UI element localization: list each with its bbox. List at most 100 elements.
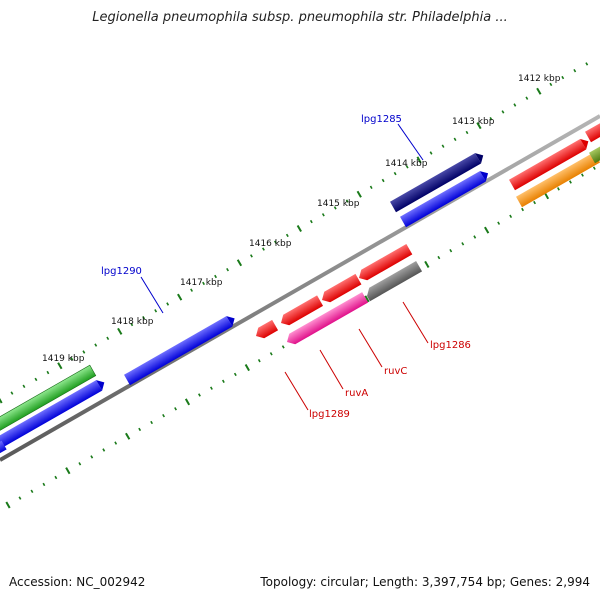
scale-tick	[244, 364, 250, 372]
gene-lpg1290[interactable]	[124, 313, 238, 386]
scale-tick	[184, 398, 191, 406]
scale-tick	[509, 214, 513, 218]
scale-tick	[250, 254, 253, 258]
scale-tick	[476, 122, 482, 130]
scale-tick	[484, 226, 490, 234]
scale-tick	[569, 180, 572, 184]
gene-label-ruvC[interactable]: ruvC	[384, 366, 407, 377]
gene-gray[interactable]	[364, 260, 423, 302]
scale-tick	[557, 187, 560, 191]
scale-tick	[592, 166, 596, 170]
scale-tick	[114, 441, 118, 445]
gene-blue-left[interactable]	[0, 377, 107, 451]
scale-tick	[309, 219, 313, 224]
scale-tick	[190, 288, 193, 292]
forward-tick-track	[0, 62, 589, 404]
scale-tick	[489, 117, 493, 121]
scale-tick	[54, 475, 58, 480]
scale-tick	[94, 343, 98, 347]
scale-tick	[585, 62, 589, 66]
scale-tick	[166, 302, 170, 306]
scale-tick	[202, 281, 205, 286]
scale-tick	[274, 240, 277, 244]
scale-tick	[333, 206, 337, 210]
scale-tick	[424, 260, 430, 268]
gene-green[interactable]	[0, 364, 97, 441]
scale-tick	[22, 384, 26, 388]
gene-ruvC[interactable]	[319, 273, 362, 305]
scale-tick	[82, 350, 86, 354]
scale-tick	[513, 103, 517, 107]
scale-tick	[5, 501, 11, 509]
genome-summary: Topology: circular; Length: 3,397,754 bp…	[260, 575, 590, 589]
scale-tick	[18, 496, 22, 500]
scale-tick	[393, 171, 397, 176]
gene-pink[interactable]	[284, 292, 369, 347]
scale-tick	[497, 221, 501, 225]
scale-tick	[561, 75, 565, 80]
scale-tick	[449, 249, 453, 253]
scale-tick	[525, 96, 529, 100]
gene-ruvA[interactable]	[278, 295, 324, 328]
scale-tick	[369, 185, 373, 189]
scale-tick	[473, 235, 477, 239]
scale-tick	[130, 322, 134, 327]
gene-lpg1286[interactable]	[356, 243, 413, 283]
scale-label-1413: 1413 kbp	[452, 117, 495, 127]
scale-tick	[46, 370, 50, 375]
scale-tick	[437, 255, 441, 260]
scale-label-1418: 1418 kbp	[111, 317, 154, 327]
scale-tick	[117, 327, 123, 335]
scale-tick	[70, 357, 74, 361]
scale-tick	[150, 420, 154, 425]
scale-tick	[154, 309, 158, 313]
scale-tick	[501, 110, 505, 114]
scale-tick	[429, 151, 433, 155]
gene-red-right[interactable]	[509, 136, 591, 191]
genome-backbone	[0, 114, 600, 462]
gene-label-lpg1289[interactable]: lpg1289	[309, 409, 350, 420]
gene-label-lpg1290[interactable]: lpg1290	[101, 266, 142, 277]
scale-tick	[65, 467, 71, 475]
scale-tick	[257, 359, 261, 363]
scale-tick	[285, 233, 289, 238]
scale-tick	[461, 242, 465, 246]
callout-lines	[140, 123, 429, 411]
gene-labels: lpg1285 lpg1290 lpg1286 ruvC ruvA lpg128…	[101, 114, 471, 420]
scale-tick	[356, 190, 362, 198]
scale-tick	[162, 414, 165, 418]
gene-lpg1289[interactable]	[253, 319, 279, 341]
scale-tick	[573, 69, 577, 73]
scale-label-1414: 1414 kbp	[385, 159, 428, 169]
scale-label-1419: 1419 kbp	[42, 354, 85, 364]
gene-lpg1285-blue[interactable]	[400, 168, 491, 228]
reverse-strand-genes	[253, 243, 423, 347]
map-title: Legionella pneumophila subsp. pneumophil…	[92, 10, 508, 25]
gene-olive[interactable]	[589, 137, 600, 164]
gene-label-lpg1286[interactable]: lpg1286	[430, 340, 471, 351]
scale-tick	[142, 316, 146, 320]
gene-orange[interactable]	[516, 152, 600, 208]
scale-tick	[34, 377, 38, 382]
gene-lpg1285-navy[interactable]	[390, 150, 486, 213]
gene-blue-edge[interactable]	[0, 440, 7, 457]
scale-label-1412: 1412 kbp	[518, 74, 561, 84]
scale-tick	[210, 386, 213, 390]
gene-label-ruvA[interactable]: ruvA	[345, 388, 368, 399]
gene-red-edge[interactable]	[585, 116, 600, 143]
scale-tick	[102, 448, 106, 452]
scale-tick	[533, 200, 536, 205]
scale-tick	[90, 455, 94, 459]
scale-tick	[321, 213, 325, 217]
scale-tick	[296, 224, 302, 233]
scale-tick	[226, 268, 229, 272]
scale-tick	[221, 379, 225, 383]
accession-label: Accession: NC_002942	[9, 575, 146, 589]
scale-tick	[78, 462, 82, 466]
scale-tick	[138, 427, 142, 432]
scale-tick	[281, 345, 285, 349]
scale-label-1417: 1417 kbp	[180, 278, 223, 288]
gene-label-lpg1285[interactable]: lpg1285	[361, 114, 402, 125]
scale-tick	[536, 87, 542, 95]
